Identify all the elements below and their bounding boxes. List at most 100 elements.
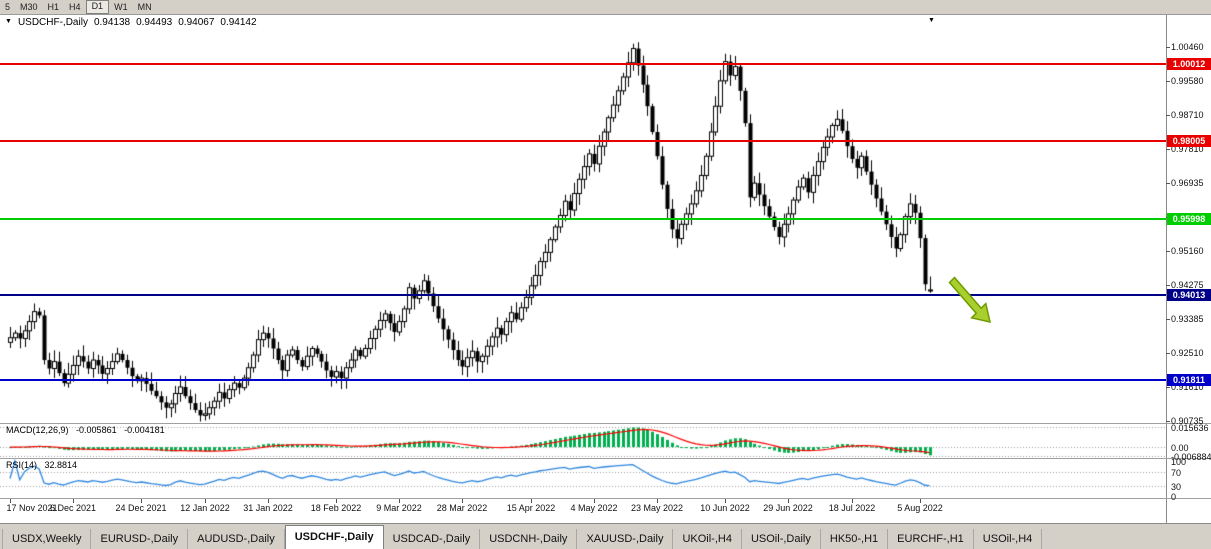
date-axis-label: 17 Nov 2021: [6, 503, 58, 513]
timeframe-button-d1[interactable]: D1: [85, 0, 110, 14]
tab-usoil-daily[interactable]: USOil-,Daily: [742, 529, 821, 549]
macd-value-signal: -0.004181: [124, 425, 165, 435]
hline-resistance-mid[interactable]: [0, 140, 1166, 143]
price-axis-label: 0.98710: [1171, 110, 1204, 120]
legend-close: 0.94142: [220, 17, 257, 28]
tab-xauusd-daily[interactable]: XAUUSD-,Daily: [577, 529, 674, 549]
rsi-title: RSI(14): [6, 460, 38, 470]
price-axis-label: 0.97810: [1171, 144, 1204, 154]
price-axis-tick: [1166, 115, 1170, 116]
macd-title: MACD(12,26,9): [6, 425, 69, 435]
date-axis-tick: [336, 499, 337, 503]
timeframe-button-5[interactable]: 5: [5, 2, 11, 12]
tab-hk50-h1[interactable]: HK50-,H1: [821, 529, 889, 549]
macd-axis-label: -0.006884: [1171, 451, 1211, 462]
date-axis-tick: [268, 499, 269, 503]
price-axis-tick: [1166, 285, 1170, 286]
price-axis-tick: [1166, 319, 1170, 320]
tab-eurchf-h1[interactable]: EURCHF-,H1: [888, 529, 974, 549]
price-axis-tick: [1166, 421, 1170, 422]
timeframe-button-m30[interactable]: M30: [20, 2, 38, 12]
date-axis-label: 31 Jan 2022: [243, 503, 293, 513]
time-axis-separator: [0, 498, 1211, 499]
price-axis-tick: [1166, 81, 1170, 82]
timeframe-button-w1[interactable]: W1: [114, 2, 128, 12]
chart-shift-marker-icon[interactable]: ▼: [928, 17, 935, 24]
date-axis-label: 18 Jul 2022: [828, 503, 876, 513]
price-badge-resistance-mid: 0.98005: [1167, 135, 1211, 148]
price-axis-tick: [1166, 183, 1170, 184]
macd-axis-label: 0.015636: [1171, 423, 1209, 434]
price-axis-label: 0.92510: [1171, 348, 1204, 358]
price-axis-tick: [1166, 47, 1170, 48]
hline-pivot-green[interactable]: [0, 217, 1166, 220]
date-axis-label: 18 Feb 2022: [310, 503, 362, 513]
date-axis-label: 28 Mar 2022: [436, 503, 488, 513]
price-axis-tick: [1166, 251, 1170, 252]
rsi-panel-separator[interactable]: [0, 458, 1211, 459]
hline-support-lower[interactable]: [0, 378, 1166, 381]
price-badge-support-upper: 0.94013: [1167, 288, 1211, 301]
down-arrow-annotation[interactable]: [942, 272, 1002, 332]
timeframe-button-h4[interactable]: H4: [69, 2, 81, 12]
date-axis-label: 23 May 2022: [630, 503, 684, 513]
legend-low: 0.94067: [178, 17, 215, 28]
price-badge-pivot-green: 0.95998: [1167, 212, 1211, 225]
price-axis-label: 0.93385: [1171, 314, 1204, 324]
macd-value-main: -0.005861: [76, 425, 117, 435]
rsi-axis-label: 70: [1171, 467, 1182, 478]
symbol-tab-bar: USDX,Weekly EURUSD-,Daily AUDUSD-,Daily USD…: [0, 523, 1211, 549]
macd-panel-separator[interactable]: [0, 423, 1211, 424]
date-axis-label: 24 Dec 2021: [115, 503, 167, 513]
date-axis-tick: [141, 499, 142, 503]
price-axis-label: 0.95160: [1171, 246, 1204, 256]
date-axis-tick: [205, 499, 206, 503]
hline-support-upper[interactable]: [0, 293, 1166, 296]
date-axis-label: 10 Jun 2022: [700, 503, 750, 513]
date-axis-label: 29 Jun 2022: [763, 503, 813, 513]
legend-symbol: USDCHF-,Daily: [17, 17, 88, 28]
price-axis-tick: [1166, 387, 1170, 388]
tab-audusd-daily[interactable]: AUDUSD-,Daily: [188, 529, 285, 549]
date-axis-tick: [920, 499, 921, 503]
timeframe-toolbar: 5 M30 H1 H4 D1 W1 MN: [0, 0, 1211, 15]
tab-usdx-weekly[interactable]: USDX,Weekly: [2, 529, 92, 549]
date-axis-tick: [73, 499, 74, 503]
date-axis-tick: [657, 499, 658, 503]
timeframe-button-mn[interactable]: MN: [137, 2, 152, 12]
date-axis-label: 9 Mar 2022: [376, 503, 422, 513]
tab-usdchf-daily[interactable]: USDCHF-,Daily: [284, 525, 384, 549]
tab-usdcad-daily[interactable]: USDCAD-,Daily: [384, 529, 481, 549]
date-axis-tick: [462, 499, 463, 503]
date-axis-label: 12 Jan 2022: [180, 503, 230, 513]
price-badge-support-lower: 0.91811: [1167, 373, 1211, 386]
down-arrow-shape[interactable]: [948, 276, 991, 323]
date-axis-tick: [399, 499, 400, 503]
date-axis-tick: [10, 499, 11, 503]
hline-resistance-upper[interactable]: [0, 63, 1166, 66]
tab-ukoil-h4[interactable]: UKOil-,H4: [673, 529, 742, 549]
rsi-axis-label: 30: [1171, 481, 1182, 492]
tab-usdcnh-daily[interactable]: USDCNH-,Daily: [480, 529, 578, 549]
date-axis-label: 6 Dec 2021: [49, 503, 97, 513]
rsi-axis-label: 100: [1171, 457, 1187, 467]
price-axis-tick: [1166, 353, 1170, 354]
price-axis-tick: [1166, 149, 1170, 150]
price-axis-label: 0.90735: [1171, 416, 1204, 426]
price-axis-label: 0.99580: [1171, 76, 1204, 86]
date-axis-tick: [788, 499, 789, 503]
symbol-dropdown-icon[interactable]: ▼: [5, 18, 12, 25]
rsi-axis-label: 0: [1171, 492, 1177, 502]
date-axis-label: 5 Aug 2022: [897, 503, 943, 513]
chart-legend: ▼ USDCHF-,Daily 0.94138 0.94493 0.94067 …: [5, 17, 257, 28]
timeframe-button-h1[interactable]: H1: [47, 2, 60, 12]
tab-eurusd-daily[interactable]: EURUSD-,Daily: [91, 529, 189, 549]
date-axis-tick: [594, 499, 595, 503]
price-badge-resistance-upper: 1.00012: [1167, 58, 1211, 71]
date-axis-label: 4 May 2022: [570, 503, 618, 513]
date-axis-label: 15 Apr 2022: [506, 503, 556, 513]
tab-usoil-h4[interactable]: USOil-,H4: [974, 529, 1043, 549]
price-axis-label: 1.00460: [1171, 42, 1204, 52]
